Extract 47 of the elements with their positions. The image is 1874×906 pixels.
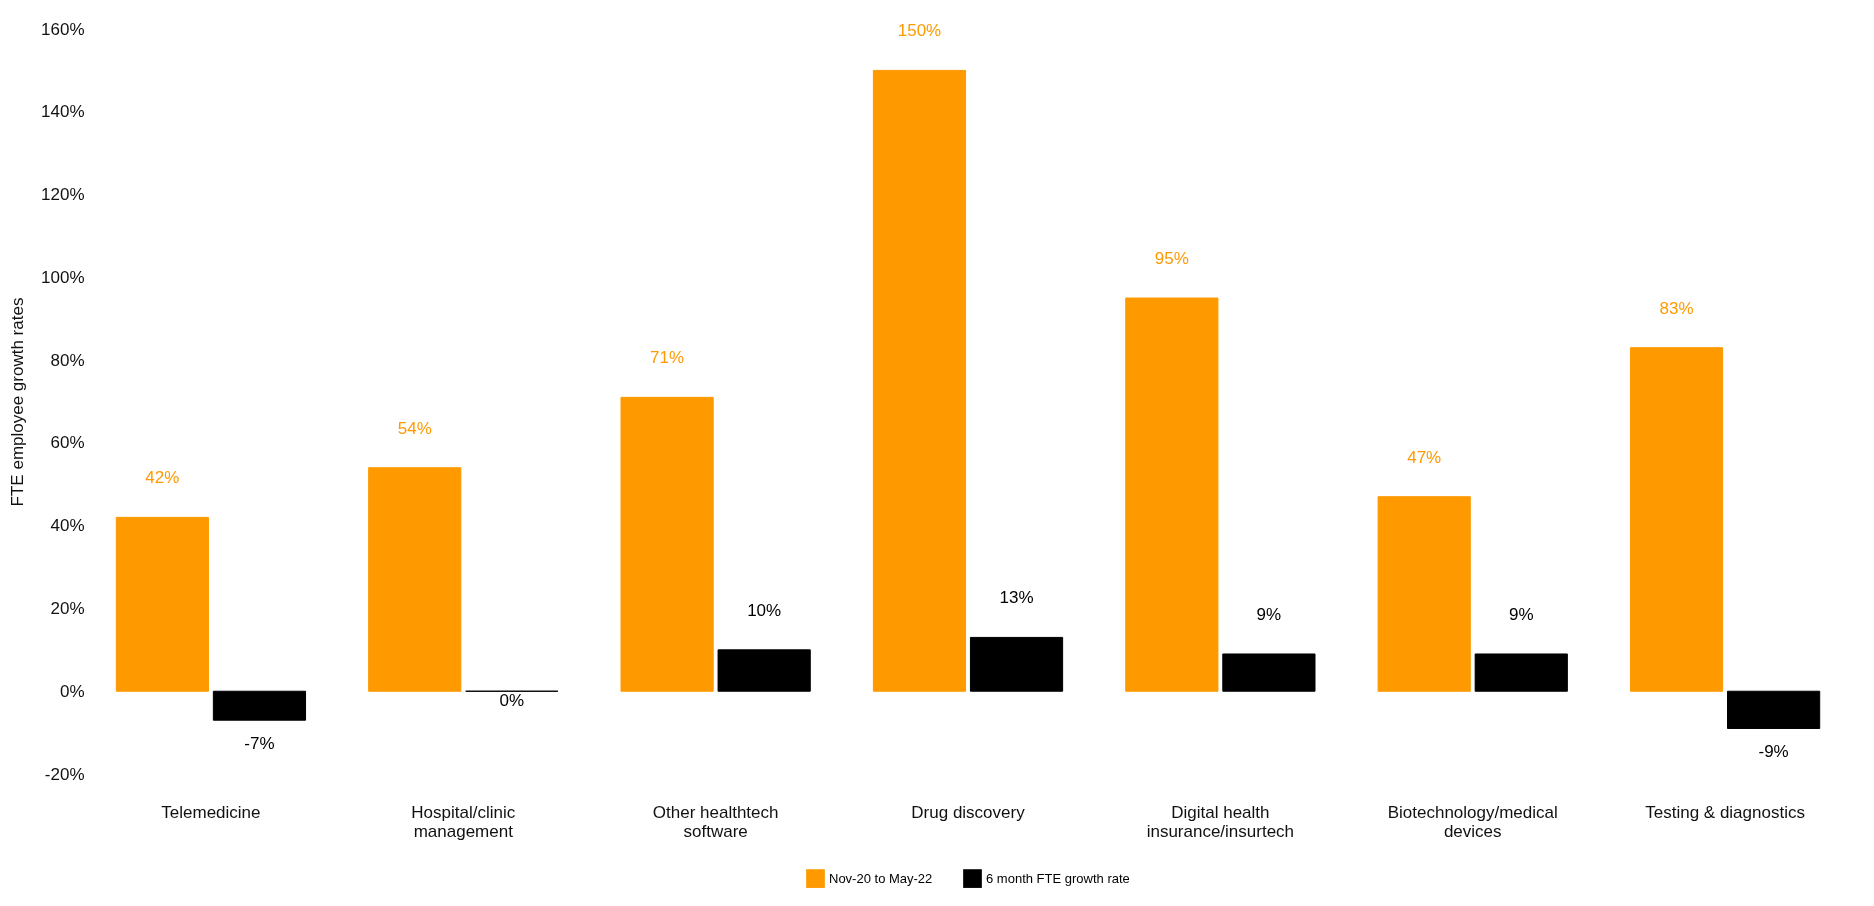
bar [212,690,307,721]
bar [717,649,811,692]
y-tick-label: 60% [50,433,85,453]
data-label: 83% [1659,298,1694,318]
x-tick-label: Hospital/clinic management [411,802,516,841]
y-tick-label: 80% [50,350,85,370]
y-tick-label: 40% [50,516,85,536]
x-tick-label: Testing & diagnostics [1645,802,1805,822]
bar [1377,496,1471,692]
bar [1222,653,1316,692]
data-label: -7% [244,734,275,754]
data-label: 95% [1154,249,1189,269]
y-tick-label: 0% [59,681,85,701]
data-label: 9% [1256,604,1282,624]
legend-label: 6 month FTE growth rate [986,870,1130,886]
x-tick-label: Drug discovery [911,802,1026,822]
y-tick-label: 140% [41,102,85,122]
y-axis-title: FTE employee growth rates [8,297,28,507]
bar [1727,690,1821,729]
y-tick-label: 100% [41,267,85,287]
data-label: 9% [1508,604,1534,624]
data-label: 10% [747,600,782,620]
data-label: 0% [499,691,525,711]
bar [620,396,714,692]
bar [969,636,1064,692]
data-label: 71% [650,348,685,368]
x-tick-label: Digital health insurance/insurtech [1146,802,1295,841]
legend-label: Nov-20 to May-22 [829,870,933,886]
x-tick-label: Other healthtech software [652,802,779,841]
data-label: -9% [1758,742,1789,762]
data-label: 47% [1407,447,1442,467]
data-label: 150% [897,21,942,41]
y-tick-label: 120% [41,185,85,205]
data-label: 54% [397,418,432,438]
bar [115,516,209,692]
x-tick-label: Biotechnology/medical devices [1387,802,1558,841]
y-tick-label: -20% [44,764,85,784]
bar [1474,653,1568,692]
data-label: 13% [999,588,1034,608]
bar [872,69,967,692]
y-tick-label: 20% [50,598,85,618]
data-label: 42% [145,468,180,488]
x-tick-label: Telemedicine [161,802,261,822]
bar [1125,297,1219,692]
bar [1629,347,1724,692]
bar [368,467,462,692]
y-tick-label: 160% [41,19,85,39]
